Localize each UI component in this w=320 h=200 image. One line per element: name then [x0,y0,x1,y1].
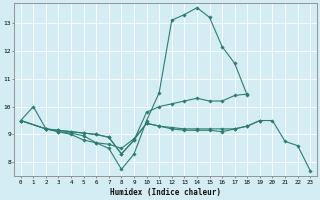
X-axis label: Humidex (Indice chaleur): Humidex (Indice chaleur) [110,188,221,197]
